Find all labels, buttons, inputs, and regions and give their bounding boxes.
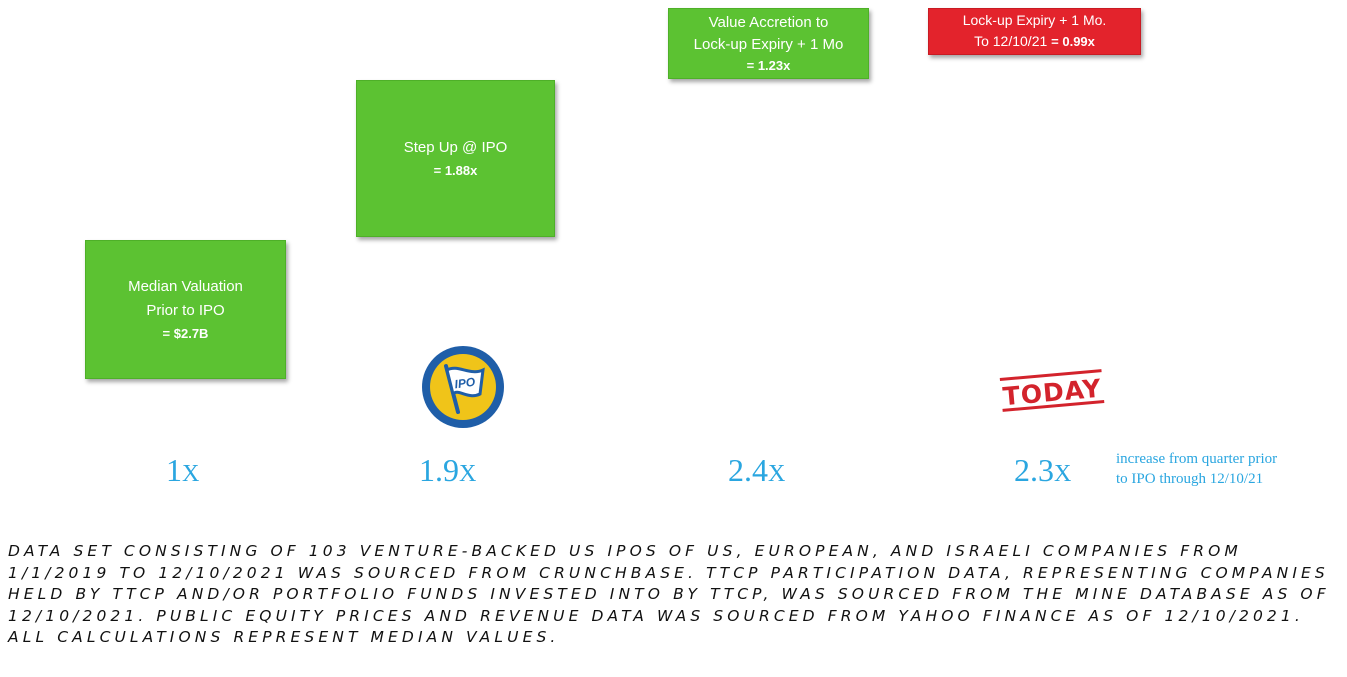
data-source-footnote: Data set consisting of 103 venture-backe… <box>8 542 1330 646</box>
step-value: = 0.99x <box>1051 34 1095 49</box>
step-label-line2: To 12/10/21 = 0.99x <box>974 31 1095 53</box>
step-label: Value Accretion to <box>708 13 829 31</box>
today-stamp-bottom-rule <box>1002 399 1105 412</box>
step-box-median-valuation: Median Valuation Prior to IPO = $2.7B <box>85 240 286 379</box>
step-value: = $2.7B <box>162 325 209 341</box>
increase-note-line: increase from quarter prior <box>1116 451 1278 467</box>
multiple-suffix: X <box>182 461 200 487</box>
increase-note: increase from quarter prior to IPO throu… <box>1116 449 1341 489</box>
multiple-label: 1X <box>166 448 199 492</box>
step-value: = 1.88x <box>433 162 478 178</box>
step-box-value-accretion: Value Accretion to Lock-up Expiry + 1 Mo… <box>668 8 869 79</box>
today-stamp-icon: TODAY <box>999 369 1105 412</box>
multiple-suffix: X <box>1054 461 1072 487</box>
ipo-flag-cloth <box>445 366 485 398</box>
multiple-label: 2.4X <box>728 448 785 492</box>
multiple-value: 2.3 <box>1014 452 1054 488</box>
step-label: Step Up @ IPO <box>403 138 508 156</box>
step-label: Prior to IPO <box>146 301 225 319</box>
step-value: = 1.23x <box>746 57 791 73</box>
step-label: Lock-up Expiry + 1 Mo. <box>962 12 1107 28</box>
multiple-value: 1.9 <box>419 452 459 488</box>
increase-note-line: to IPO through 12/10/21 <box>1116 471 1264 487</box>
multiple-label: 2.3X <box>1014 448 1071 492</box>
step-label: Lock-up Expiry + 1 Mo <box>693 35 844 53</box>
today-stamp-top-rule <box>999 369 1102 381</box>
ipo-flag-text: IPO <box>454 375 477 392</box>
multiple-value: 2.4 <box>728 452 768 488</box>
multiple-suffix: X <box>459 461 477 487</box>
multiple-suffix: X <box>768 461 786 487</box>
step-label-prefix: To 12/10/21 <box>974 33 1052 49</box>
multiple-value: 1 <box>166 452 182 488</box>
step-box-lockup-expiry: Lock-up Expiry + 1 Mo. To 12/10/21 = 0.9… <box>928 8 1141 55</box>
step-box-step-up-ipo: Step Up @ IPO = 1.88x <box>356 80 555 237</box>
multiple-label: 1.9X <box>419 448 476 492</box>
ipo-flag-icon: IPO <box>422 346 504 428</box>
step-label: Median Valuation <box>128 277 243 295</box>
